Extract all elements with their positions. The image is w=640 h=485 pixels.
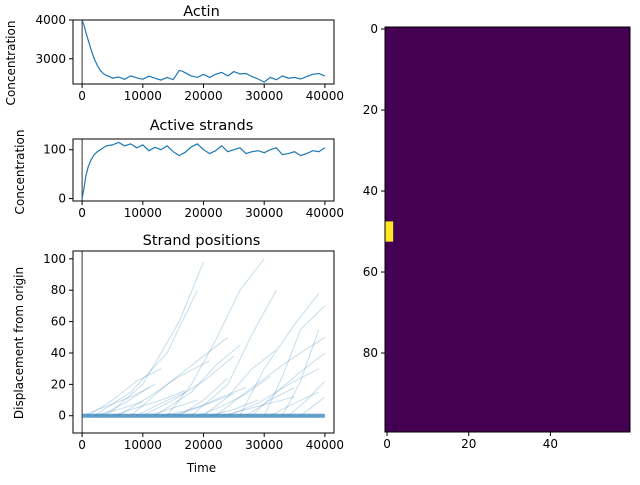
- heatmap-ytick-label: 80: [363, 346, 378, 360]
- active-strands-xtick-label: 20000: [184, 206, 222, 220]
- heatmap-highlight-cell: [385, 221, 394, 242]
- strand-positions-ytick-label: 20: [51, 377, 66, 391]
- strand-positions-title: Strand positions: [143, 233, 261, 249]
- strand-positions-panel: Strand positions Displacement from origi…: [12, 233, 344, 475]
- active-strands-ylabel: Concentration: [13, 130, 27, 215]
- strand-positions-ytick-label: 40: [51, 346, 66, 360]
- active-strands-xtick-label: 40000: [306, 206, 344, 220]
- strand-positions-ylabel: Displacement from origin: [12, 267, 26, 419]
- strand-positions-ytick-label: 80: [51, 283, 66, 297]
- actin-line: [81, 20, 326, 83]
- strand-positions-strand-line: [239, 293, 320, 416]
- strand-positions-strand-line: [178, 377, 229, 417]
- active-strands-series-group: [81, 139, 326, 201]
- actin-panel: Actin Concentration 0 10000 20000 30000 4000…: [4, 4, 344, 105]
- heatmap-ytick-label: 40: [363, 184, 378, 198]
- strand-positions-strand-line: [100, 387, 150, 417]
- actin-ylabel: Concentration: [4, 21, 18, 106]
- strand-positions-plot-area: 0 10000 20000 30000 40000 0 20 40 60 80 100: [43, 250, 344, 452]
- active-strands-plot-area: 0 10000 20000 30000 40000 0 100: [43, 138, 344, 220]
- heatmap-ytick-label: 60: [363, 265, 378, 279]
- heatmap-plot-area: 0 20 40 0 20 40 60 80: [363, 22, 631, 451]
- strand-positions-strand-line: [154, 344, 241, 417]
- strand-positions-strand-line: [81, 383, 156, 417]
- strand-positions-strand-line: [106, 261, 204, 417]
- heatmap-ytick-label: 20: [363, 103, 378, 117]
- active-strands-line: [81, 141, 326, 199]
- strand-positions-strand-line: [245, 387, 295, 417]
- strand-positions-xtick-label: 20000: [184, 438, 222, 452]
- strand-positions-strand-line: [288, 380, 326, 417]
- strand-positions-strand-line: [142, 355, 235, 417]
- strand-positions-strand-line: [300, 396, 326, 417]
- strand-positions-xtick-label: 10000: [124, 438, 162, 452]
- heatmap-panel: 0 20 40 0 20 40 60 80: [363, 22, 631, 451]
- heatmap-ytick-label: 0: [370, 22, 378, 36]
- strand-positions-strand-line: [227, 368, 320, 417]
- strand-positions-strand-line: [263, 305, 326, 416]
- strand-positions-strand-line: [166, 258, 265, 417]
- strand-positions-strand-line: [160, 393, 234, 417]
- strand-positions-strand-line: [173, 387, 247, 417]
- active-strands-panel: Active strands Concentration 0 10000 20000…: [13, 118, 344, 220]
- strand-positions-strand-line: [112, 390, 186, 417]
- strand-positions-strand-line: [270, 391, 320, 417]
- strand-positions-strand-line: [136, 391, 186, 417]
- strand-positions-strand-line: [130, 336, 229, 417]
- actin-ytick-label: 4000: [35, 13, 66, 27]
- active-strands-ytick-label: 0: [58, 192, 66, 206]
- actin-xtick-label: 30000: [245, 89, 283, 103]
- strand-positions-strand-line: [148, 399, 198, 417]
- strand-positions-ytick-label: 100: [43, 252, 66, 266]
- heatmap-xtick-label: 40: [543, 437, 558, 451]
- heatmap-xtick-label: 20: [461, 437, 476, 451]
- strand-positions-strand-line: [221, 396, 295, 417]
- strand-positions-xtick-label: 0: [78, 438, 86, 452]
- strand-positions-ytick-label: 0: [58, 409, 66, 423]
- strand-positions-strand-line: [191, 289, 277, 417]
- strand-positions-strand-line: [87, 368, 162, 417]
- strand-positions-strand-line: [197, 376, 271, 417]
- actin-xtick-label: 20000: [184, 89, 222, 103]
- strand-positions-strand-line: [209, 399, 259, 417]
- active-strands-frame: [72, 138, 335, 202]
- actin-xtick-label: 0: [78, 89, 86, 103]
- heatmap-xtick-label: 0: [383, 437, 391, 451]
- strand-positions-strand-line: [93, 289, 198, 417]
- strand-positions-xtick-label: 40000: [306, 438, 344, 452]
- strand-positions-strand-line: [251, 352, 326, 417]
- strand-positions-xlabel: Time: [186, 461, 216, 475]
- active-strands-ytick-label: 100: [43, 143, 66, 157]
- actin-plot-area: 0 10000 20000 30000 40000 3000 4000: [35, 13, 344, 103]
- actin-series-group: [81, 20, 326, 84]
- actin-xtick-label: 10000: [124, 89, 162, 103]
- actin-title: Actin: [183, 4, 220, 20]
- active-strands-xtick-label: 0: [78, 206, 86, 220]
- heatmap-frame: [384, 26, 631, 433]
- strand-positions-series-group: [81, 251, 326, 433]
- active-strands-xtick-label: 30000: [245, 206, 283, 220]
- actin-ytick-label: 3000: [35, 52, 66, 66]
- strand-positions-strand-line: [203, 349, 277, 417]
- strand-positions-strand-line: [118, 360, 210, 417]
- active-strands-xtick-label: 10000: [124, 206, 162, 220]
- actin-xtick-label: 40000: [306, 89, 344, 103]
- strand-positions-strand-line: [281, 329, 320, 416]
- strand-positions-xtick-label: 30000: [245, 438, 283, 452]
- strand-positions-strand-line: [215, 336, 326, 417]
- active-strands-title: Active strands: [150, 118, 254, 134]
- strand-positions-ytick-label: 60: [51, 315, 66, 329]
- strand-positions-strand-line: [94, 401, 143, 417]
- heatmap-background: [385, 27, 630, 432]
